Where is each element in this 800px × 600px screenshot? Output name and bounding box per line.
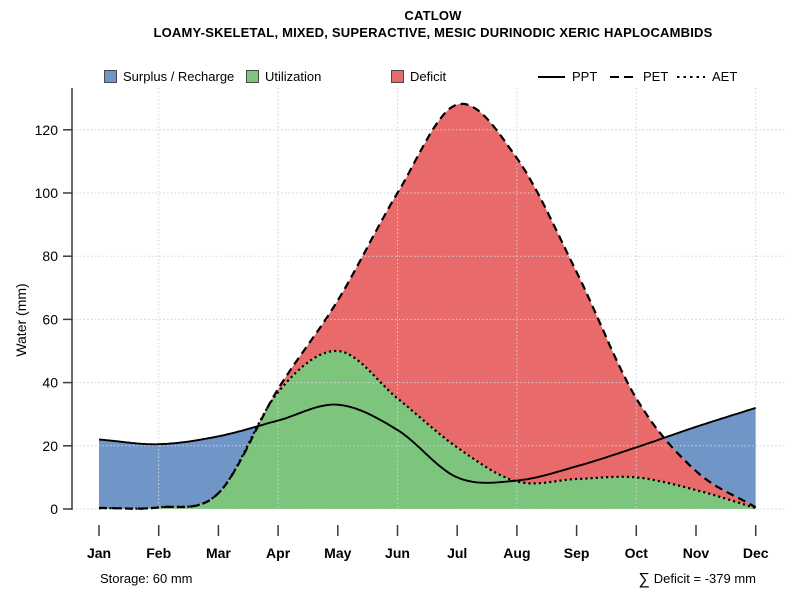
x-tick-label: Mar [206, 545, 231, 561]
x-tick-label: Apr [266, 545, 291, 561]
deficit-area [99, 103, 756, 509]
legend-label-aet: AET [712, 69, 738, 84]
x-tick-label: Jun [385, 545, 410, 561]
y-tick-label: 40 [42, 375, 58, 391]
legend-label-utilization: Utilization [265, 69, 322, 84]
y-tick-label: 80 [42, 248, 58, 264]
x-tick-label: Oct [625, 545, 649, 561]
x-tick-label: Aug [503, 545, 530, 561]
y-tick-label: 0 [50, 501, 58, 517]
aet-line-sample-icon [677, 76, 705, 78]
y-tick-label: 20 [42, 438, 58, 454]
ppt-line [98, 403, 756, 484]
y-tick-label: 120 [35, 122, 59, 138]
storage-annotation: Storage: 60 mm [100, 571, 193, 586]
legend-label-deficit: Deficit [410, 69, 447, 84]
surplus-recharge-area [664, 407, 756, 508]
deficit-annotation: ∑ Deficit = -379 mm [560, 571, 756, 589]
y-tick-label: 60 [42, 311, 58, 327]
x-tick-label: Jan [87, 545, 111, 561]
pet-line-sample-icon [610, 76, 637, 78]
x-tick-label: Dec [743, 545, 769, 561]
legend-label-pet: PET [643, 69, 669, 84]
utilization-area [99, 351, 756, 509]
surplus-recharge-area [99, 426, 259, 509]
x-tick-label: Jul [447, 545, 467, 561]
deficit-swatch-icon [391, 70, 404, 83]
deficit-annotation-text: Deficit = -379 mm [653, 571, 756, 586]
pet-line [98, 102, 757, 510]
legend-label-ppt: PPT [572, 69, 598, 84]
sigma-icon: ∑ [638, 571, 650, 588]
x-tick-label: Feb [146, 545, 171, 561]
x-tick-label: Nov [683, 545, 710, 561]
surplus-swatch-icon [104, 70, 117, 83]
utilization-swatch-icon [246, 70, 259, 83]
y-axis-title: Water (mm) [13, 283, 29, 356]
ppt-line-sample-icon [538, 76, 565, 78]
chart-title: CATLOW [404, 8, 462, 23]
chart-subtitle: LOAMY-SKELETAL, MIXED, SUPERACTIVE, MESI… [153, 25, 713, 40]
x-tick-label: May [324, 545, 351, 561]
y-tick-label: 100 [35, 185, 59, 201]
x-tick-label: Sep [564, 545, 590, 561]
legend-label-surplus: Surplus / Recharge [123, 69, 235, 84]
